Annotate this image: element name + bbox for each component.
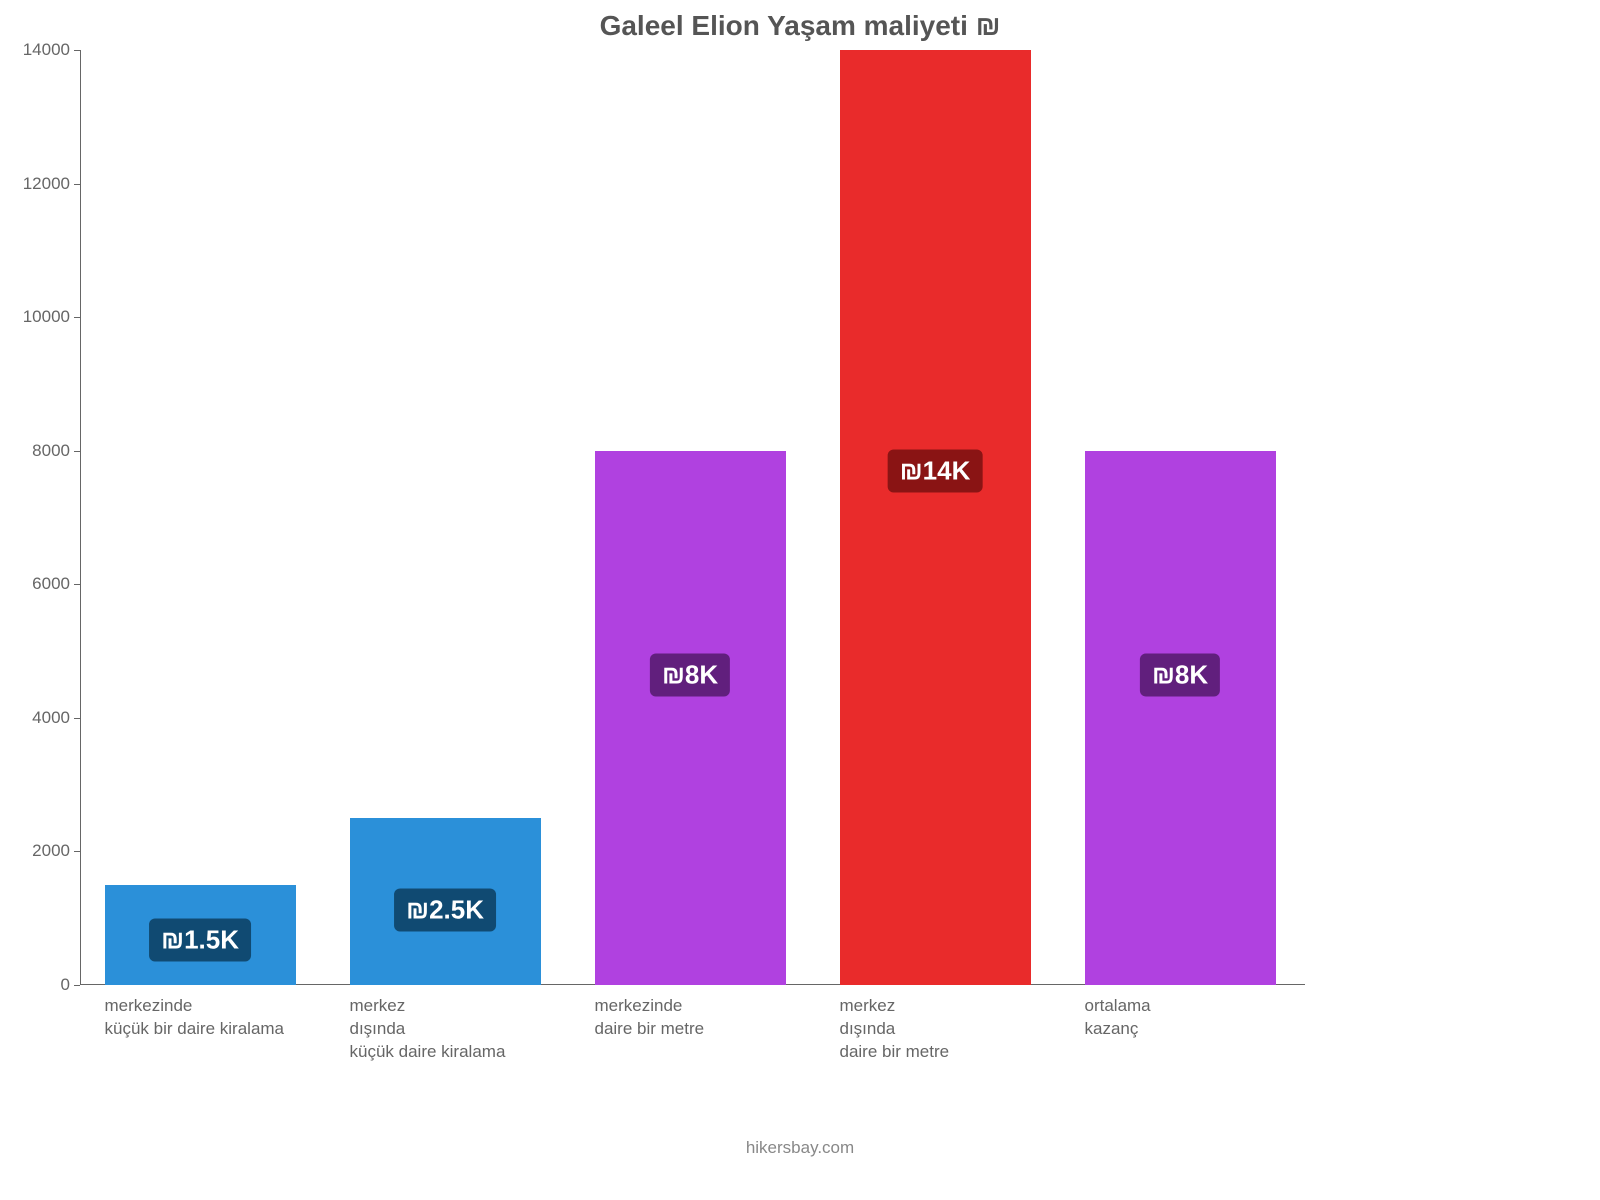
cost-of-living-bar-chart: Galeel Elion Yaşam maliyeti ₪ 0200040006… — [0, 0, 1600, 1200]
bar — [595, 451, 786, 985]
y-tick-label: 6000 — [32, 574, 80, 594]
y-tick-label: 8000 — [32, 441, 80, 461]
bar — [840, 50, 1031, 985]
bar-value-label: ₪8K — [1140, 654, 1220, 697]
y-tick-label: 10000 — [23, 307, 80, 327]
x-category-label: merkez dışında küçük daire kiralama — [350, 985, 506, 1064]
y-tick-label: 2000 — [32, 841, 80, 861]
y-tick-label: 0 — [61, 975, 80, 995]
x-category-label: ortalama kazanç — [1085, 985, 1151, 1041]
footer-attribution: hikersbay.com — [0, 1138, 1600, 1158]
x-category-label: merkezinde daire bir metre — [595, 985, 705, 1041]
bar-value-label: ₪8K — [650, 654, 730, 697]
bar-value-label: ₪1.5K — [149, 918, 251, 961]
y-tick-label: 4000 — [32, 708, 80, 728]
plot-area: 02000400060008000100001200014000₪1.5Kmer… — [80, 50, 1305, 985]
x-category-label: merkez dışında daire bir metre — [840, 985, 950, 1064]
bar-value-label: ₪14K — [888, 449, 983, 492]
y-tick-label: 14000 — [23, 40, 80, 60]
y-tick-label: 12000 — [23, 174, 80, 194]
x-category-label: merkezinde küçük bir daire kiralama — [105, 985, 285, 1041]
bar-value-label: ₪2.5K — [394, 888, 496, 931]
y-axis-line — [80, 50, 81, 985]
chart-title: Galeel Elion Yaşam maliyeti ₪ — [0, 10, 1600, 42]
bar — [1085, 451, 1276, 985]
